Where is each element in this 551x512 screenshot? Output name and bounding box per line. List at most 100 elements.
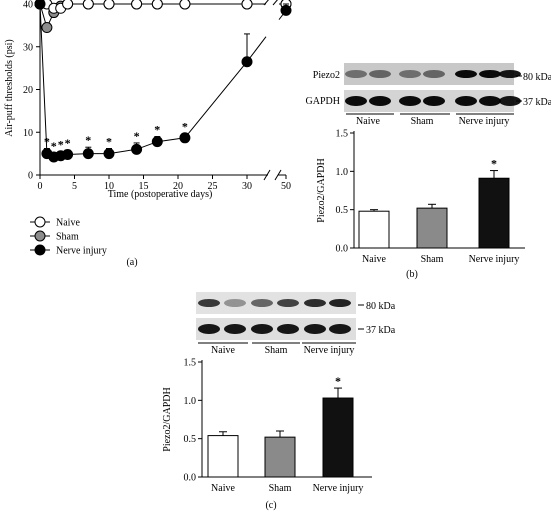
c-bar-nerve-injury (322, 397, 354, 478)
b-blot-band (499, 96, 521, 106)
a-point-nerve-injury (34, 0, 46, 10)
a-significance-star: * (85, 133, 91, 147)
c-marker-80kda: 80 kDa (366, 301, 396, 312)
a-significance-star: * (154, 123, 160, 137)
b-significance-star: * (491, 157, 497, 171)
c-y-tick-label: 0.5 (184, 434, 197, 445)
b-x-tick-label: Naive (362, 254, 386, 265)
a-point-naive (103, 0, 115, 10)
a-x-tick-label: 5 (72, 181, 77, 192)
c-y-tick-label: 1.0 (184, 396, 197, 407)
c-y-tick-label: 0.0 (184, 473, 197, 484)
c-bar-chart: 0.0 0.5 1.0 1.5 Piezo2/GAPDH Naive Sham Nerve i… (162, 358, 372, 494)
panel-b: Piezo2 GAPDH 80 kDa 37 kDa Naive Sham Ne… (306, 63, 551, 280)
b-blot-band (499, 70, 521, 78)
c-blot-band (277, 299, 299, 307)
c-y-axis-label: Piezo2/GAPDH (162, 387, 173, 451)
a-point-naive (82, 0, 94, 10)
b-blot-band (423, 96, 445, 106)
a-series-line-nerve-injury (39, 3, 248, 158)
a-x-tick-label: 20 (173, 181, 183, 192)
c-blot-band (224, 299, 246, 307)
a-x-tick-label: 25 (208, 181, 218, 192)
c-blot-band (329, 324, 351, 334)
a-point-naive (151, 0, 163, 10)
a-point-naive (241, 0, 253, 10)
b-bar-naive (358, 210, 390, 249)
b-blot-band (369, 96, 391, 106)
a-legend-marker-sham (34, 230, 46, 242)
c-blot-band (198, 324, 220, 334)
b-blot-band (369, 70, 391, 78)
b-blot-band (399, 70, 421, 78)
a-x-tick-label: 30 (242, 181, 252, 192)
b-western-blot: Piezo2 GAPDH 80 kDa 37 kDa Naive Sham Ne… (306, 63, 551, 127)
c-bar-sham (264, 436, 296, 478)
a-significance-star: * (106, 134, 112, 148)
c-blot-band (304, 324, 326, 334)
a-point-nerve-injury (82, 148, 94, 160)
a-point-nerve-injury (131, 143, 143, 155)
b-blot-label-gapdh: GAPDH (306, 96, 340, 107)
a-x-axis-label: Time (postoperative days) (108, 189, 213, 200)
c-blot-band (251, 299, 273, 307)
c-bar-naive (207, 435, 239, 478)
panel-label-c: (c) (265, 500, 276, 511)
a-y-tick-label: 20 (23, 85, 33, 96)
b-blot-group-sham: Sham (411, 116, 434, 127)
c-blot-band (251, 324, 273, 334)
a-y-tick-label: 10 (23, 128, 33, 139)
a-legend-label-nerve-injury: Nerve injury (56, 246, 107, 257)
a-axis-break-mark (263, 169, 271, 181)
b-bar-sham (416, 207, 448, 249)
panel-label-a: (a) (126, 257, 137, 268)
a-legend-marker-naive (34, 216, 46, 228)
a-significance-star: * (44, 134, 50, 148)
a-line-break-mark (272, 0, 278, 6)
a-x-tick-label: 0 (38, 181, 43, 192)
b-x-tick-label: Nerve injury (469, 254, 520, 265)
b-blot-band (345, 96, 367, 106)
b-blot-band (455, 70, 477, 78)
a-y-axis-label: Air-puff thresholds (psi) (4, 39, 15, 136)
a-point-naive (62, 0, 74, 10)
b-y-tick-label: 0.0 (336, 244, 349, 255)
b-blot-band (455, 96, 477, 106)
a-point-naive (179, 0, 191, 10)
a-y-tick-label: 40 (23, 0, 33, 11)
c-y-tick-label: 1.5 (184, 358, 197, 369)
a-point-nerve-injury (179, 132, 191, 144)
a-significance-star: * (51, 139, 57, 153)
a-significance-star: * (65, 136, 71, 150)
panel-label-b: (b) (406, 269, 418, 280)
b-y-tick-label: 1.0 (336, 167, 349, 178)
b-bar-chart: 0.0 0.5 1.0 1.5 Piezo2/GAPDH Naive Sham Nerve i… (316, 129, 525, 265)
c-blot-group-sham: Sham (265, 345, 288, 356)
a-point-nerve-injury (241, 56, 253, 68)
a-point-nerve-injury (151, 136, 163, 148)
b-blot-group-naive: Naive (356, 116, 380, 127)
a-legend-marker-nerve-injury (34, 244, 46, 256)
b-blot-band (423, 70, 445, 78)
c-blot-band (224, 324, 246, 334)
c-blot-band (304, 299, 326, 307)
c-x-tick-label: Naive (211, 483, 235, 494)
b-marker-37kda: 37 kDa (523, 97, 551, 108)
c-blot-strip-piezo2 (196, 292, 356, 314)
c-blot-group-naive: Naive (211, 345, 235, 356)
a-point-sham (41, 22, 53, 34)
b-blot-band (399, 96, 421, 106)
b-blot-band (345, 70, 367, 78)
c-blot-band (277, 324, 299, 334)
b-blot-label-piezo2: Piezo2 (313, 70, 340, 81)
c-blot-band (329, 299, 351, 307)
a-y-tick-label: 30 (23, 42, 33, 53)
b-y-axis-label: Piezo2/GAPDH (316, 158, 327, 222)
a-x-tick-label: 10 (104, 181, 114, 192)
c-x-tick-label: Nerve injury (313, 483, 364, 494)
c-significance-star: * (335, 374, 341, 388)
b-blot-band (479, 70, 501, 78)
c-blot-band (198, 299, 220, 307)
